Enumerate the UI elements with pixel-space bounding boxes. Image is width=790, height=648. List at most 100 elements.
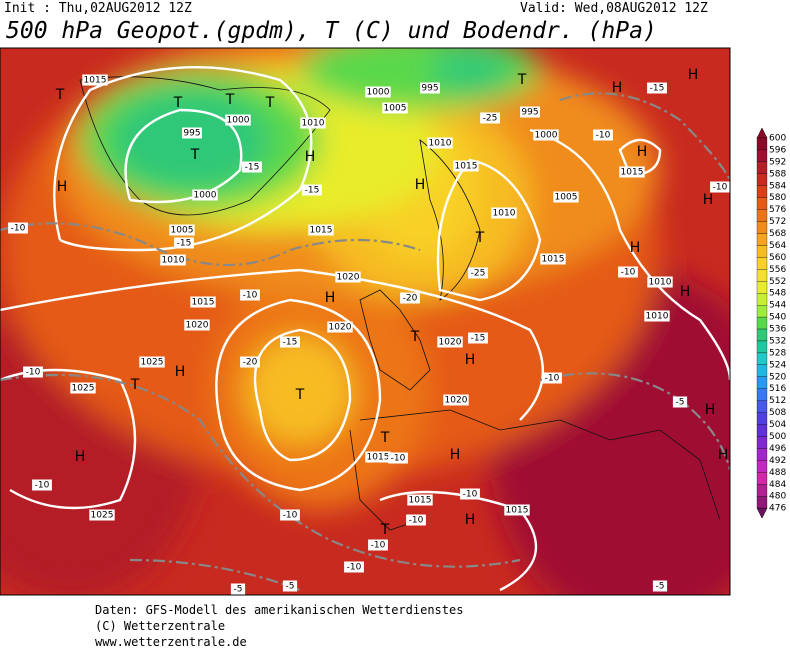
label-box [542,372,562,384]
label-box [652,580,668,592]
legend-label: 476 [769,504,786,514]
pressure-center: H [57,179,68,195]
label-box [70,382,96,394]
contour-label: -10 [243,291,258,301]
legend-label: 560 [769,253,786,263]
pressure-center: T [517,72,527,88]
contour-label: 1025 [141,358,164,368]
legend-swatch [756,197,768,210]
legend-swatch [756,472,768,485]
pressure-center: H [465,512,476,528]
label-box [282,580,298,592]
contour-label: 1015 [84,76,107,86]
label-box [382,102,408,114]
label-box [240,289,260,301]
contour-label: 995 [183,129,200,139]
label-box [335,271,361,283]
legend-swatch [756,352,768,366]
contour-label: 1015 [367,453,390,463]
label-box [190,296,216,308]
contour-label: -10 [463,490,478,500]
label-box [23,366,43,378]
legend-label: 600 [769,134,786,144]
pressure-center: T [130,377,140,393]
pressure-center: T [295,387,305,403]
pressure-center: H [637,144,648,160]
label-box [182,127,202,139]
legend-swatch [756,221,768,234]
contour-label: 1020 [186,321,209,331]
legend-label: 556 [769,265,786,275]
legend-swatch [756,257,768,270]
legend-label: 536 [769,325,786,335]
contour-label: -10 [283,511,298,521]
legend-swatch [756,281,768,294]
label-box [139,356,165,368]
label-box [437,336,463,348]
contour-label: -10 [35,481,50,491]
label-box [520,106,540,118]
label-box [160,254,186,266]
legend-label: 588 [769,169,786,179]
legend-swatch [756,149,768,163]
map-frame [0,47,731,596]
label-box [32,479,52,491]
label-box [400,292,420,304]
label-box [672,396,688,408]
contour-label: 1000 [194,191,217,201]
contour-label: -10 [26,368,41,378]
legend-label: 528 [769,348,786,358]
label-box [407,494,433,506]
contour-label: 1020 [439,338,462,348]
legend-swatch [756,137,768,151]
contour-label: -5 [676,398,685,408]
legend-swatch [756,233,768,246]
label-box [174,237,194,249]
label-box [344,561,364,573]
legend-swatch [756,484,768,497]
pressure-center: H [688,67,699,83]
map-labels: H H T T H H H T T T T H H H H T T H T H T H T H H H H T H 1015 1000 995… [8,67,730,595]
label-box [242,161,262,173]
contour-label: 1010 [649,278,672,288]
label-box [184,319,210,331]
pressure-center: H [450,447,461,463]
contour-label: -5 [234,585,243,595]
label-box [82,74,108,86]
legend-label: 504 [769,420,786,430]
map-area: H H T T H H H T T T T H H H H T T H T H T H T H H H H T H 1015 1000 995… [0,48,730,595]
legend-label: 492 [769,456,786,466]
contour-label: -25 [471,269,486,279]
contour-label: -20 [243,358,258,368]
coastlines [79,76,721,531]
legend-label: 480 [769,492,786,502]
contour-label: 1015 [409,496,432,506]
pressure-center: T [380,430,390,446]
label-box [169,224,195,236]
legend-swatch [756,388,768,401]
label-box [388,452,408,464]
label-box [365,451,391,463]
pressure-center: H [465,352,476,368]
label-box [420,82,440,94]
legend-label: 508 [769,408,786,418]
contour-label: 1010 [162,256,185,266]
legend-label: 500 [769,432,786,442]
pressure-center: T [475,230,485,246]
contour-label: 1015 [310,226,333,236]
label-box [89,509,115,521]
contour-label: -15 [471,334,486,344]
label-box [240,356,260,368]
label-box [427,137,453,149]
contour-label: -15 [650,84,665,94]
legend-label: 584 [769,181,786,191]
legend-swatch [756,424,768,437]
label-box [280,336,300,348]
pressure-center: T [380,522,390,538]
legend-swatch [756,436,768,449]
pressure-center: H [325,290,336,306]
contour-label: 1005 [384,104,407,114]
contour-label: 1015 [542,255,565,265]
legend-swatch [756,376,768,389]
